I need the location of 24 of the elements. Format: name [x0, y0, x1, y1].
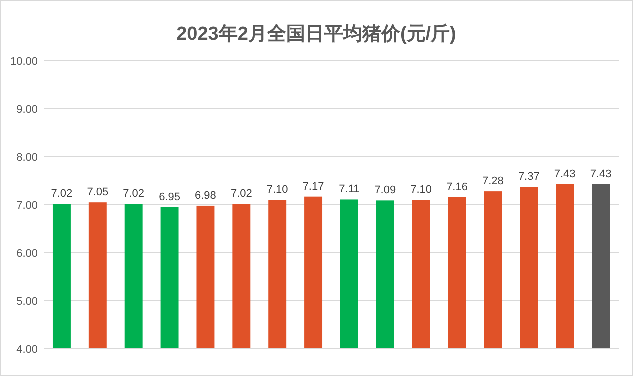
- y-tick-label: 7.00: [16, 200, 38, 212]
- data-label: 7.11: [339, 184, 360, 196]
- data-label: 7.02: [123, 188, 145, 200]
- data-label: 7.28: [482, 176, 504, 188]
- y-tick-label: 8.00: [16, 152, 38, 164]
- y-tick-label: 10.00: [10, 56, 38, 68]
- data-label: 7.37: [518, 171, 540, 184]
- y-tick-label: 9.00: [16, 104, 38, 116]
- data-label: 7.05: [87, 186, 109, 199]
- y-tick-label: 6.00: [16, 248, 38, 260]
- data-label: 7.10: [266, 184, 288, 196]
- y-tick-label: 4.00: [16, 344, 38, 356]
- y-tick-label: 5.00: [16, 296, 38, 308]
- data-label: 7.10: [410, 184, 432, 196]
- data-label: 7.09: [374, 184, 396, 197]
- data-label: 7.17: [302, 180, 324, 193]
- chart-title: 2023年2月全国日平均猪价(元/斤): [176, 23, 456, 45]
- data-label: 7.43: [554, 168, 576, 180]
- data-label: 7.02: [51, 188, 73, 200]
- data-label: 6.95: [159, 191, 180, 204]
- data-label: 6.98: [195, 190, 216, 202]
- data-label: 7.16: [446, 181, 468, 194]
- data-label: 7.43: [590, 168, 612, 180]
- data-label: 7.02: [230, 188, 252, 200]
